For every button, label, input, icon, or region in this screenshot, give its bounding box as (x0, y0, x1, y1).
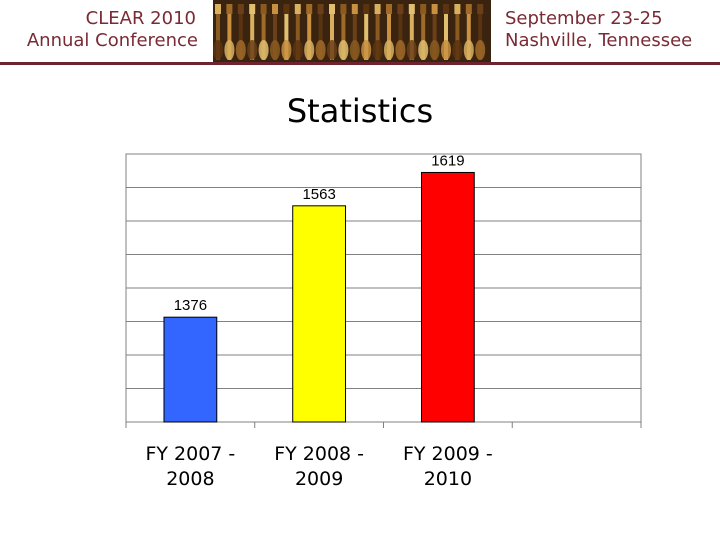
conference-location: Nashville, Tennessee (505, 30, 693, 51)
slide-header: CLEAR 2010 Annual Conference September 2… (0, 0, 720, 66)
bar (163, 316, 218, 423)
conference-title: CLEAR 2010 (85, 8, 196, 29)
data-label: 1619 (431, 152, 464, 169)
conference-name: CLEAR 2010 Annual Conference (0, 8, 210, 52)
conference-date-location: September 23-25 Nashville, Tennessee (505, 8, 692, 52)
data-label: 1563 (302, 186, 335, 203)
guitar-banner-image (213, 0, 491, 62)
header-rule (0, 62, 720, 65)
category-label: FY 2007 -2008 (145, 443, 235, 490)
category-label: FY 2009 -2010 (403, 443, 493, 490)
data-label: 1376 (174, 297, 207, 314)
category-label: FY 2008 -2009 (274, 443, 364, 490)
slide-title: Statistics (286, 92, 434, 130)
bar (420, 171, 475, 423)
conference-dates: September 23-25 (505, 8, 663, 29)
conference-subtitle: Annual Conference (26, 30, 198, 51)
bar (292, 205, 347, 423)
